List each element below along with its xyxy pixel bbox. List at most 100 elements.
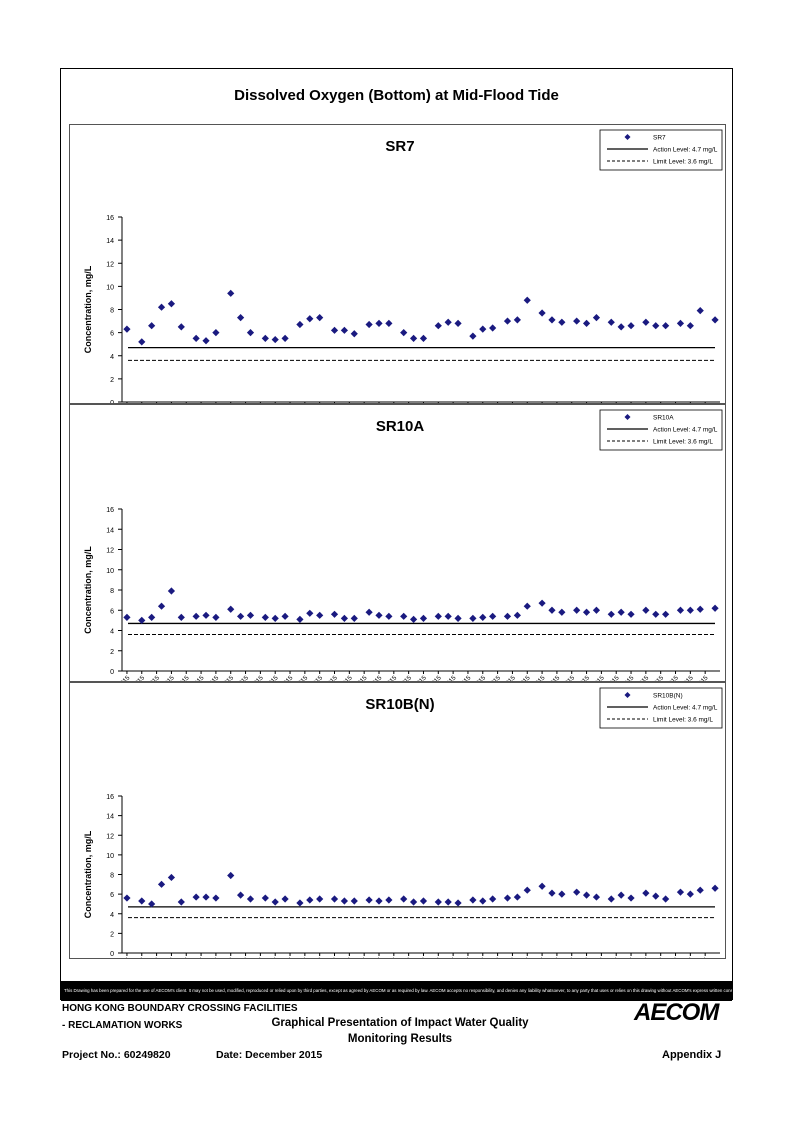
chart-title: SR7 — [385, 138, 414, 155]
data-point — [503, 612, 512, 620]
data-point — [375, 319, 383, 327]
data-point — [365, 608, 373, 616]
data-point — [686, 606, 694, 614]
data-point — [281, 334, 289, 343]
y-tick-label: 16 — [106, 507, 114, 514]
data-point — [148, 613, 156, 621]
data-point — [469, 614, 477, 622]
company-logo: AECOM — [634, 999, 719, 1026]
data-point — [676, 606, 685, 614]
data-point — [202, 611, 210, 619]
y-tick-label: 4 — [110, 354, 114, 361]
company-line-1: HONG KONG BOUNDARY CROSSING FACILITIES — [62, 1003, 298, 1014]
data-point — [642, 889, 650, 897]
data-point — [138, 338, 146, 346]
x-tick-label: 11/22/2015 — [653, 956, 680, 958]
appendix-label: Appendix J — [662, 1049, 722, 1061]
data-point — [227, 871, 235, 880]
data-point — [642, 318, 650, 326]
y-tick-label: 14 — [106, 814, 114, 821]
data-point — [558, 608, 566, 616]
data-point — [123, 325, 131, 333]
data-point — [306, 609, 314, 617]
y-tick-label: 12 — [106, 261, 114, 268]
data-point — [696, 886, 704, 894]
data-point — [385, 319, 393, 327]
y-tick-label: 2 — [110, 931, 114, 938]
data-point — [227, 289, 235, 297]
legend-label-limit: Limit Level: 3.6 mg/L — [653, 159, 713, 166]
legend-label-series: SR10A — [653, 415, 674, 422]
data-point — [375, 897, 383, 905]
y-tick-label: 6 — [110, 608, 114, 615]
data-point — [711, 604, 719, 612]
data-point — [617, 323, 625, 331]
data-point — [617, 891, 625, 899]
legend-label-limit: Limit Level: 3.6 mg/L — [653, 717, 713, 724]
page-title: Dissolved Oxygen (Bottom) at Mid-Flood T… — [234, 87, 559, 104]
data-point — [479, 613, 487, 621]
y-tick-label: 10 — [106, 284, 114, 291]
data-point — [558, 318, 566, 326]
data-point — [237, 612, 245, 620]
legend-marker-icon — [624, 134, 631, 140]
data-point — [281, 895, 289, 903]
legend-box — [599, 409, 723, 451]
y-tick-label: 4 — [110, 629, 114, 636]
data-point — [157, 602, 166, 610]
data-point — [419, 897, 428, 905]
data-point — [261, 613, 269, 621]
legend-marker-icon — [624, 692, 631, 698]
data-point — [676, 319, 685, 327]
y-tick-label: 10 — [106, 853, 114, 860]
x-tick-label: 10/14/2015 — [460, 956, 488, 958]
data-point — [177, 613, 185, 621]
data-point — [261, 894, 269, 902]
data-point — [212, 329, 220, 337]
data-point — [469, 896, 477, 904]
data-point — [662, 895, 670, 903]
data-point — [148, 322, 156, 330]
data-point — [434, 322, 442, 330]
data-point — [469, 332, 477, 340]
y-axis-title: Concentration, mg/L — [83, 265, 93, 353]
data-point — [409, 334, 418, 343]
data-point — [400, 895, 408, 903]
data-point — [227, 605, 235, 613]
data-point — [192, 612, 200, 620]
data-point — [642, 606, 650, 614]
data-point — [503, 317, 512, 325]
data-point — [400, 612, 408, 620]
data-point — [696, 307, 704, 315]
legend: SR10B(N) Action Level: 4.7 mg/L Limit Leve… — [599, 687, 723, 729]
legend: SR7 Action Level: 4.7 mg/L Limit Level: 3.… — [599, 129, 723, 171]
data-point — [365, 896, 373, 904]
data-point — [296, 615, 304, 623]
data-point — [330, 610, 339, 618]
data-point — [548, 606, 556, 614]
data-point — [662, 610, 670, 618]
data-point — [340, 614, 348, 622]
data-point — [686, 890, 694, 898]
data-point — [350, 614, 358, 622]
data-point — [419, 334, 428, 343]
data-point — [271, 898, 279, 906]
x-tick-label: 10/20/2015 — [490, 956, 518, 958]
data-point — [454, 319, 462, 327]
legend-label-limit: Limit Level: 3.6 mg/L — [653, 439, 713, 446]
data-point — [316, 895, 324, 903]
y-tick-label: 8 — [110, 873, 114, 880]
data-point — [538, 599, 546, 607]
chart-title: SR10A — [376, 418, 425, 435]
x-tick-label: 10/26/2015 — [519, 956, 547, 958]
data-point — [306, 896, 314, 904]
data-point — [573, 888, 581, 896]
data-point — [192, 893, 200, 901]
document-title-line-1: Graphical Presentation of Impact Water Q… — [271, 1017, 529, 1029]
data-point — [167, 873, 176, 882]
data-point — [409, 898, 418, 906]
data-point — [330, 895, 339, 903]
data-point — [157, 880, 166, 888]
x-tick-label: 10/11/2015 — [445, 956, 472, 958]
disclaimer-bar: This Drawing has been prepared for the u… — [61, 981, 732, 1001]
